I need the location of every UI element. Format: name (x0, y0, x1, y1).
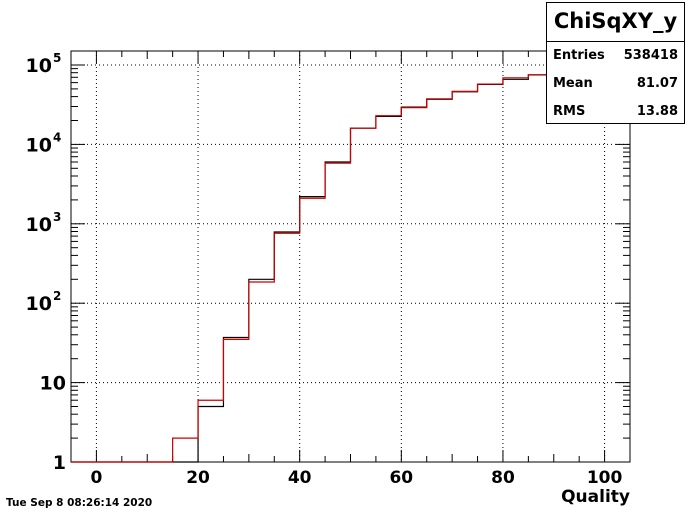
entries-value: 538418 (623, 48, 678, 63)
y-tick-exponent: 5 (53, 51, 61, 65)
y-tick-label: 10 (26, 55, 52, 77)
rms-value: 13.88 (636, 104, 678, 119)
x-tick-label: 0 (90, 468, 102, 488)
mean-value: 81.07 (636, 76, 678, 91)
x-axis-label: Quality (561, 487, 630, 507)
y-tick-label: 10 (26, 293, 52, 315)
y-tick-label: 10 (26, 134, 52, 156)
y-tick-label: 10 (40, 373, 66, 395)
y-tick-exponent: 2 (53, 289, 61, 303)
x-tick-label: 60 (389, 468, 413, 488)
rms-label: RMS (553, 104, 586, 119)
entries-label: Entries (553, 48, 605, 63)
x-tick-label: 40 (288, 468, 312, 488)
stats-row-mean: Mean 81.07 (547, 70, 684, 98)
y-tick-label: 10 (26, 214, 52, 236)
y-tick-label: 1 (53, 452, 66, 474)
stats-box: ChiSqXY_y Entries 538418 Mean 81.07 RMS … (546, 2, 685, 124)
y-tick-exponent: 4 (53, 130, 61, 144)
x-tick-label: 20 (186, 468, 210, 488)
plot-frame (70, 50, 631, 463)
histogram-step-line (71, 72, 630, 463)
timestamp-footer: Tue Sep 8 08:26:14 2020 (6, 497, 153, 509)
stats-title: ChiSqXY_y (547, 3, 684, 42)
stats-row-entries: Entries 538418 (547, 42, 684, 70)
x-tick-label: 80 (491, 468, 515, 488)
histogram-series (71, 72, 630, 463)
y-tick-exponent: 3 (53, 210, 61, 224)
mean-label: Mean (553, 76, 593, 91)
x-tick-label: 100 (587, 468, 623, 488)
stats-row-rms: RMS 13.88 (547, 98, 684, 126)
